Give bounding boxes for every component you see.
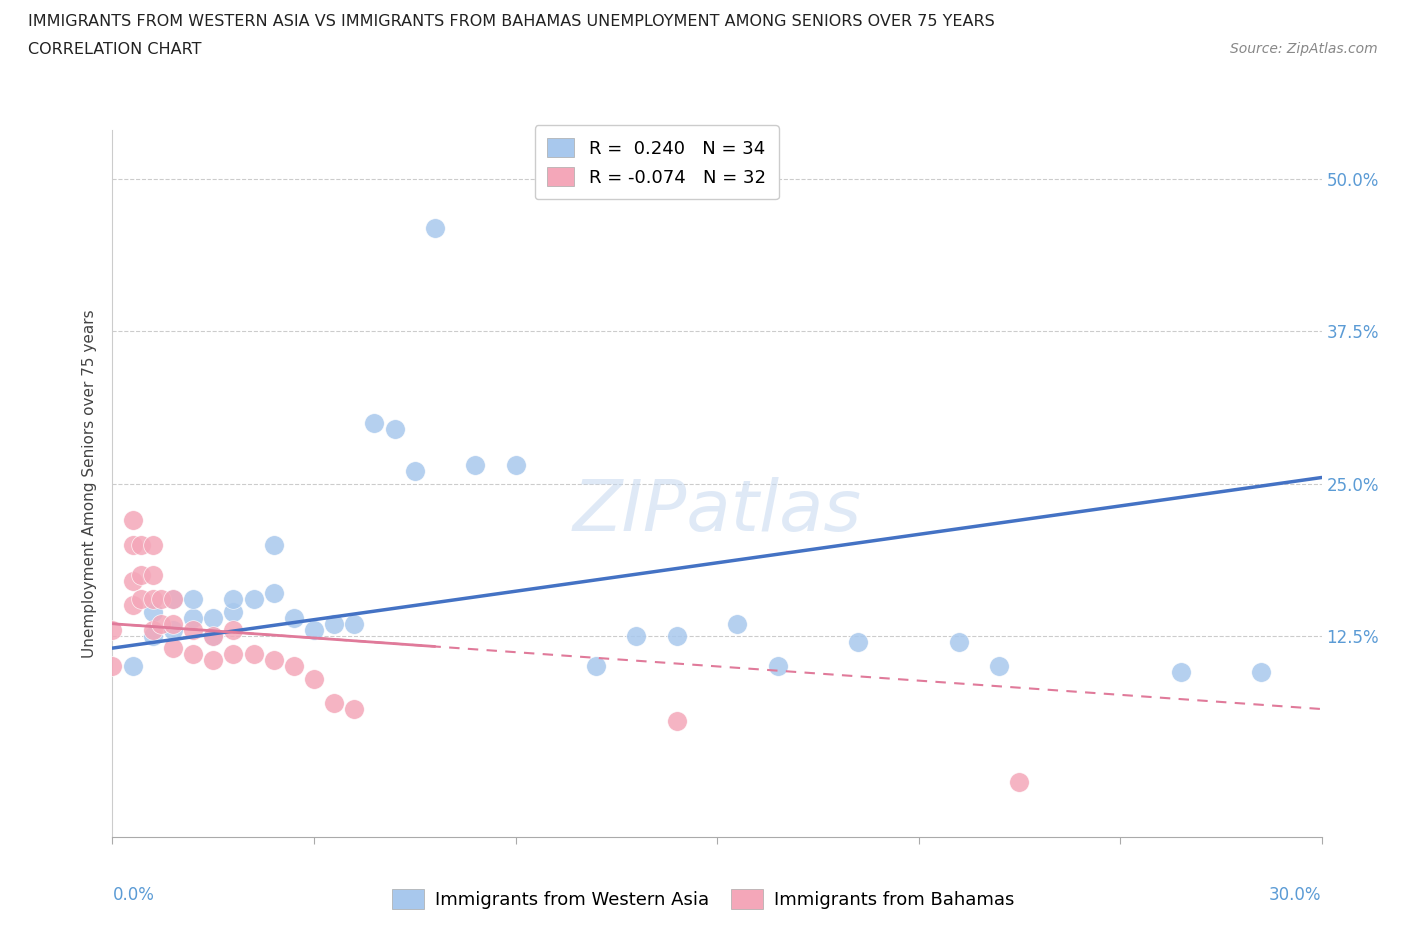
Point (202, 629, 225, 644)
Point (101, 659, 124, 674)
Point (725, 617, 748, 631)
Point (846, 634, 869, 649)
Point (343, 617, 366, 631)
Point (665, 629, 688, 644)
Point (343, 701, 366, 716)
Text: ZIPatlas: ZIPatlas (572, 477, 862, 546)
Point (263, 538, 285, 552)
Point (149, 591, 172, 606)
Point (505, 458, 527, 472)
Point (121, 659, 143, 674)
Point (129, 538, 152, 552)
Point (162, 591, 184, 606)
Point (181, 591, 204, 606)
Point (101, 622, 124, 637)
Point (202, 629, 225, 644)
Point (162, 622, 184, 637)
Point (1008, 775, 1031, 790)
Point (162, 641, 184, 656)
Point (242, 591, 264, 606)
Point (142, 629, 165, 644)
Point (142, 604, 165, 619)
Point (181, 610, 204, 625)
Point (162, 617, 184, 631)
Point (222, 622, 245, 637)
Point (142, 591, 165, 606)
Point (1170, 665, 1192, 680)
Point (121, 598, 143, 613)
Point (263, 653, 285, 668)
Legend: Immigrants from Western Asia, Immigrants from Bahamas: Immigrants from Western Asia, Immigrants… (384, 882, 1022, 916)
Point (242, 646, 264, 661)
Point (665, 714, 688, 729)
Point (149, 617, 172, 631)
Point (323, 617, 346, 631)
Point (121, 538, 143, 552)
Point (142, 567, 165, 582)
Point (766, 659, 789, 674)
Point (283, 659, 305, 674)
Point (1250, 665, 1272, 680)
Point (222, 591, 245, 606)
Point (181, 646, 204, 661)
Legend: R =  0.240   N = 34, R = -0.074   N = 32: R = 0.240 N = 34, R = -0.074 N = 32 (534, 126, 779, 199)
Y-axis label: Unemployment Among Seniors over 75 years: Unemployment Among Seniors over 75 years (82, 310, 97, 658)
Point (626, 629, 648, 644)
Point (323, 696, 346, 711)
Point (302, 622, 325, 637)
Point (363, 415, 385, 430)
Text: Source: ZipAtlas.com: Source: ZipAtlas.com (1230, 42, 1378, 56)
Point (142, 622, 165, 637)
Text: 30.0%: 30.0% (1270, 886, 1322, 905)
Point (222, 646, 245, 661)
Text: IMMIGRANTS FROM WESTERN ASIA VS IMMIGRANTS FROM BAHAMAS UNEMPLOYMENT AMONG SENIO: IMMIGRANTS FROM WESTERN ASIA VS IMMIGRAN… (28, 14, 995, 29)
Point (988, 659, 1011, 674)
Point (121, 512, 143, 527)
Text: CORRELATION CHART: CORRELATION CHART (28, 42, 201, 57)
Point (202, 653, 225, 668)
Point (129, 567, 152, 582)
Point (585, 659, 607, 674)
Point (384, 421, 406, 436)
Point (464, 458, 486, 472)
Point (181, 622, 204, 637)
Point (283, 610, 305, 625)
Point (162, 591, 184, 606)
Point (404, 464, 426, 479)
Point (202, 610, 225, 625)
Point (222, 604, 245, 619)
Point (121, 574, 143, 589)
Point (302, 671, 325, 686)
Point (423, 220, 446, 235)
Point (142, 538, 165, 552)
Point (948, 634, 970, 649)
Text: 0.0%: 0.0% (112, 886, 155, 905)
Point (263, 586, 285, 601)
Point (129, 591, 152, 606)
